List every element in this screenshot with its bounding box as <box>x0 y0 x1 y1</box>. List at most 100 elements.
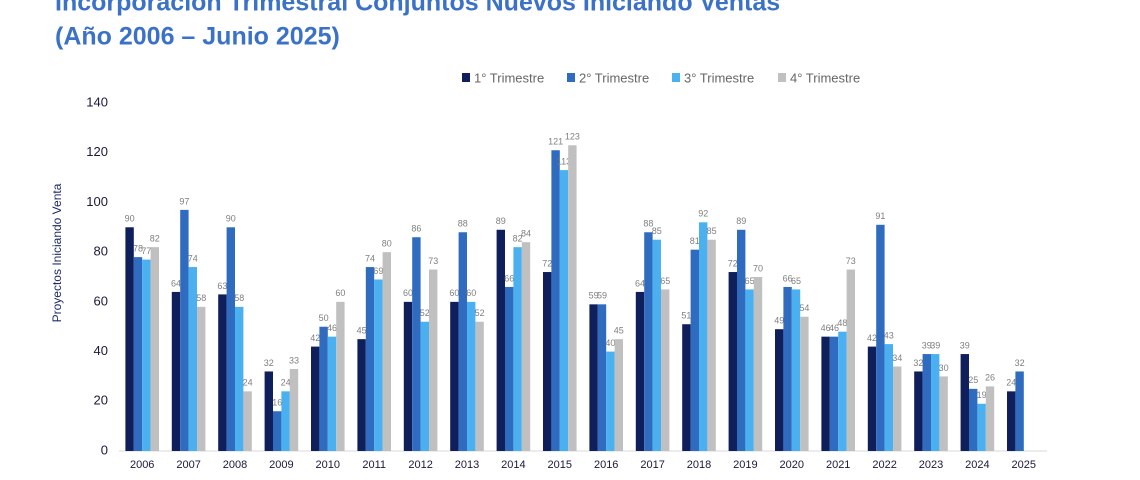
bar <box>336 301 345 451</box>
value-label: 32 <box>264 358 274 368</box>
bar <box>226 227 235 451</box>
y-tick-label: 80 <box>94 244 108 259</box>
bar <box>243 391 252 451</box>
legend-swatch <box>462 73 470 82</box>
bar <box>939 376 948 451</box>
bar <box>914 371 923 451</box>
value-label: 26 <box>985 373 995 383</box>
x-tick-label: 2011 <box>362 459 386 471</box>
bar <box>985 386 995 451</box>
value-label: 65 <box>660 276 670 286</box>
bar <box>521 242 531 451</box>
value-label: 65 <box>745 276 755 286</box>
bar <box>171 291 181 451</box>
value-label: 46 <box>327 323 337 333</box>
value-label: 81 <box>690 236 700 246</box>
legend-label: 2° Trimestre <box>579 70 649 85</box>
y-tick-label: 120 <box>86 144 108 159</box>
bar <box>382 252 391 451</box>
x-tick-label: 2012 <box>408 459 432 471</box>
bar <box>635 291 645 451</box>
bar <box>235 306 244 451</box>
x-tick-label: 2017 <box>640 459 664 471</box>
bar <box>496 229 505 451</box>
bar <box>783 286 792 451</box>
bar <box>403 301 413 451</box>
legend-label: 1° Trimestre <box>474 70 544 85</box>
y-tick-label: 140 <box>86 94 108 109</box>
value-label: 85 <box>652 226 662 236</box>
bar <box>829 336 839 451</box>
x-tick-label: 2018 <box>687 459 711 471</box>
bar <box>374 279 383 451</box>
value-label: 82 <box>513 234 523 244</box>
bar <box>893 366 902 451</box>
value-label: 66 <box>504 273 514 283</box>
chart-subtitle: (Año 2006 – Junio 2025) <box>55 23 340 51</box>
value-label: 72 <box>542 258 552 268</box>
x-tick-label: 2014 <box>501 459 525 471</box>
value-label: 80 <box>382 239 392 249</box>
value-label: 52 <box>420 308 430 318</box>
bar <box>690 249 699 451</box>
bar <box>728 272 737 451</box>
y-tick-label: 40 <box>94 343 108 358</box>
y-tick-label: 100 <box>86 194 108 209</box>
bar <box>357 339 366 451</box>
value-label: 123 <box>565 132 580 142</box>
bar <box>429 269 438 451</box>
x-tick-label: 2007 <box>176 459 200 471</box>
bar <box>264 371 273 451</box>
bar <box>707 239 716 451</box>
value-label: 50 <box>319 313 329 323</box>
value-label: 73 <box>428 256 438 266</box>
value-label: 89 <box>736 216 746 226</box>
value-label: 74 <box>188 253 198 263</box>
value-label: 82 <box>150 234 160 244</box>
value-label: 39 <box>922 340 932 350</box>
bar <box>661 289 670 451</box>
bar <box>969 388 978 451</box>
bar <box>1015 371 1024 451</box>
value-label: 92 <box>698 209 708 219</box>
bar <box>142 259 151 451</box>
value-label: 25 <box>968 375 978 385</box>
value-label: 60 <box>466 288 476 298</box>
y-tick-label: 20 <box>94 393 108 408</box>
value-label: 113 <box>557 156 571 166</box>
bar <box>150 247 159 451</box>
value-label: 19 <box>977 390 987 400</box>
bar <box>218 294 227 451</box>
value-label: 46 <box>821 323 831 333</box>
value-label: 42 <box>867 333 877 343</box>
bar <box>614 339 623 451</box>
bar <box>559 170 569 451</box>
value-label: 40 <box>605 338 615 348</box>
x-tick-label: 2010 <box>316 459 340 471</box>
x-tick-label: 2019 <box>733 459 757 471</box>
value-label: 85 <box>707 226 717 236</box>
bar <box>977 403 986 451</box>
bar <box>745 289 754 451</box>
value-label: 90 <box>226 214 236 224</box>
value-label: 66 <box>783 273 793 283</box>
bar <box>311 346 320 451</box>
legend-label: 3° Trimestre <box>684 70 754 85</box>
value-label: 73 <box>846 256 856 266</box>
y-tick-label: 0 <box>101 442 108 457</box>
bar <box>606 351 615 451</box>
bar <box>699 222 708 451</box>
bar <box>960 354 969 451</box>
bar <box>791 289 801 451</box>
bar <box>319 326 328 451</box>
bar <box>589 304 598 451</box>
value-label: 78 <box>133 243 143 253</box>
value-label: 88 <box>458 219 468 229</box>
value-label: 43 <box>884 330 894 340</box>
bar <box>505 286 514 451</box>
value-label: 51 <box>681 311 691 321</box>
value-label: 59 <box>589 291 599 301</box>
x-tick-label: 2020 <box>780 459 804 471</box>
value-label: 24 <box>281 378 291 388</box>
y-axis-label: Proyectos Iniciando Venta <box>50 183 64 322</box>
